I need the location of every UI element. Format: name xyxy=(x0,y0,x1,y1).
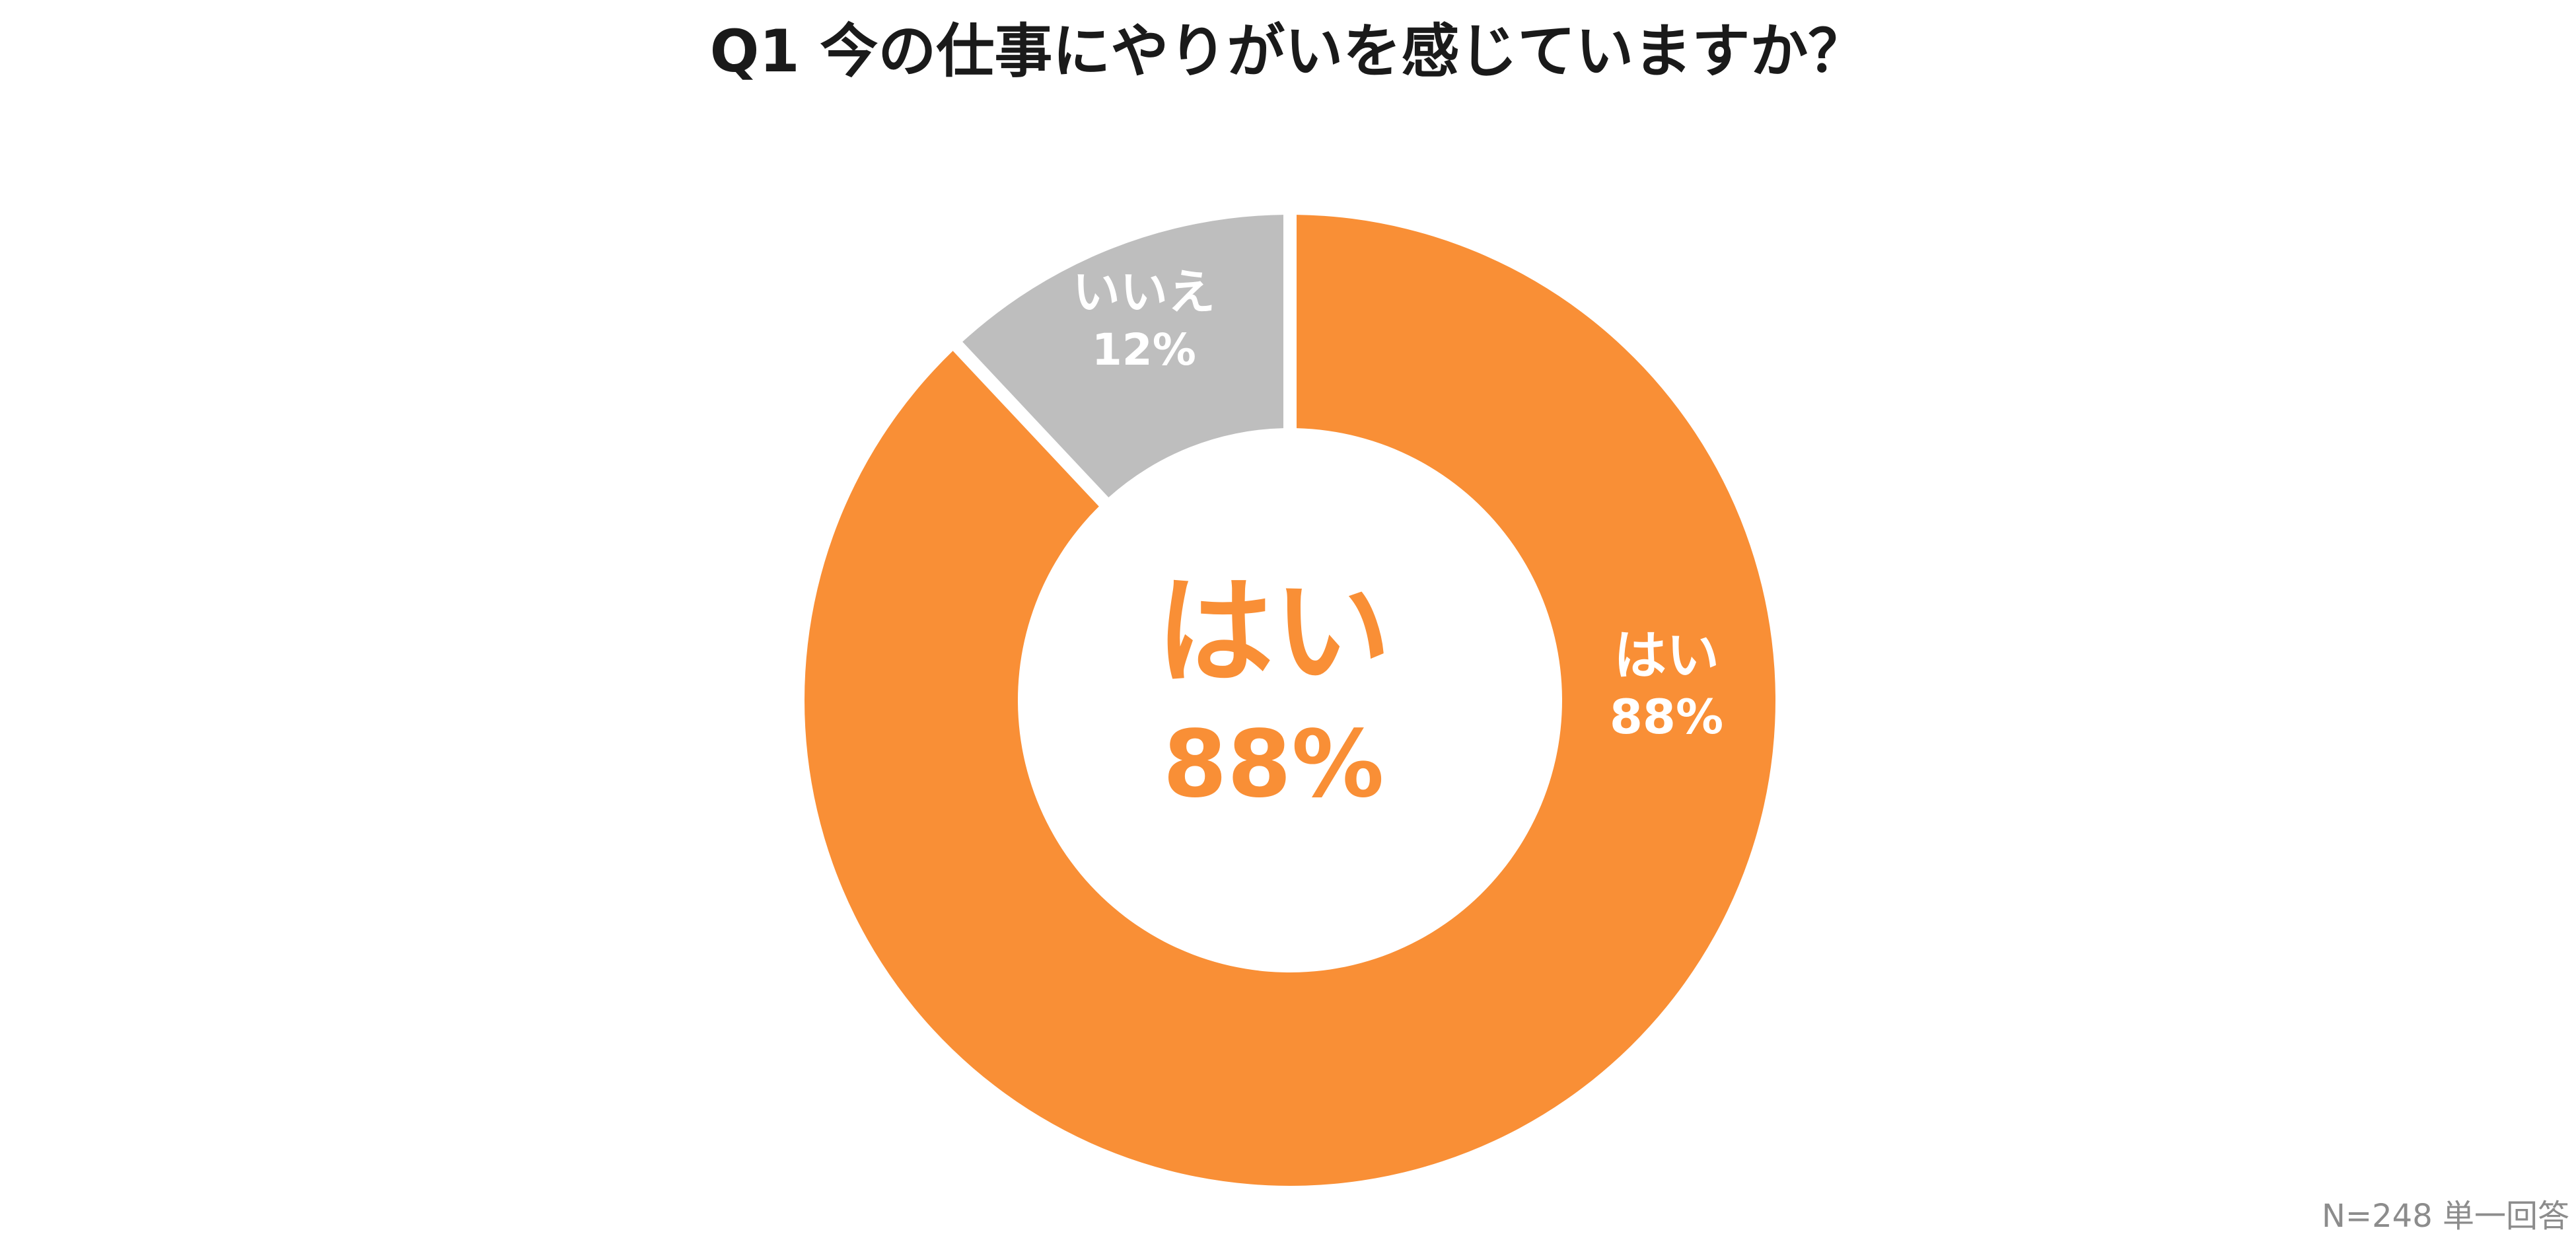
slice-1 xyxy=(805,215,1775,1186)
donut-slices xyxy=(805,215,1775,1186)
chart-title: Q1 今の仕事にやりがいを感じていますか？ xyxy=(710,17,1867,85)
slice-value-label: 88% xyxy=(1610,689,1723,745)
slice-2 xyxy=(962,215,1284,497)
center-value-label: 88% xyxy=(1163,711,1384,819)
slice-category-label: はい xyxy=(1614,625,1719,686)
center-category-label: はい xyxy=(1156,564,1391,700)
slice-value-label: 12% xyxy=(1092,324,1196,375)
sample-note: N=248 単一回答 xyxy=(2322,1198,2569,1235)
slice-category-label: いいえ xyxy=(1073,264,1215,320)
